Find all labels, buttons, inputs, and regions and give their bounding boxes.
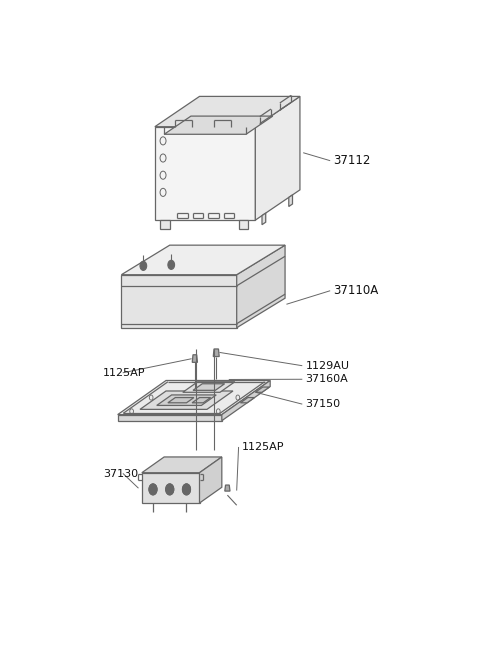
Polygon shape <box>142 457 222 473</box>
Circle shape <box>166 484 174 495</box>
Circle shape <box>149 484 157 495</box>
Polygon shape <box>200 457 222 503</box>
Polygon shape <box>156 395 216 405</box>
Text: 37160A: 37160A <box>305 375 348 384</box>
Polygon shape <box>160 220 170 229</box>
Text: 1125AP: 1125AP <box>103 368 145 378</box>
Polygon shape <box>225 485 230 491</box>
Text: 37150: 37150 <box>305 399 341 409</box>
Polygon shape <box>237 245 285 328</box>
Text: 37110A: 37110A <box>334 284 379 297</box>
Polygon shape <box>240 398 254 403</box>
Polygon shape <box>289 195 292 207</box>
Polygon shape <box>192 398 211 403</box>
Polygon shape <box>262 213 266 225</box>
Circle shape <box>182 484 191 495</box>
Polygon shape <box>239 220 248 229</box>
Polygon shape <box>164 116 273 134</box>
Polygon shape <box>222 380 270 420</box>
Polygon shape <box>142 473 200 503</box>
Polygon shape <box>168 398 194 403</box>
Polygon shape <box>255 387 269 392</box>
Polygon shape <box>140 391 233 409</box>
Polygon shape <box>121 245 285 275</box>
Circle shape <box>168 260 175 270</box>
Polygon shape <box>255 96 300 220</box>
Circle shape <box>140 261 147 270</box>
Polygon shape <box>118 415 222 420</box>
Text: 1125AP: 1125AP <box>242 442 285 453</box>
Polygon shape <box>118 380 270 415</box>
Polygon shape <box>121 275 237 328</box>
Polygon shape <box>213 349 219 357</box>
Polygon shape <box>155 127 255 220</box>
Text: 1129AU: 1129AU <box>305 361 349 371</box>
Text: 37130: 37130 <box>103 469 138 479</box>
Polygon shape <box>193 384 225 390</box>
Text: 37112: 37112 <box>334 154 371 167</box>
Polygon shape <box>155 96 300 127</box>
Polygon shape <box>183 382 235 392</box>
Polygon shape <box>192 355 197 362</box>
